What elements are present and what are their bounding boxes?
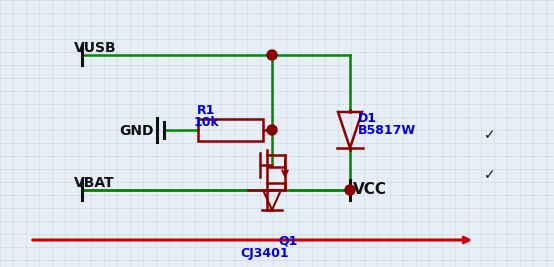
Circle shape [267, 50, 277, 60]
Text: CJ3401: CJ3401 [240, 247, 289, 260]
Text: B5817W: B5817W [358, 124, 416, 137]
Text: GND: GND [119, 124, 153, 138]
Circle shape [345, 185, 355, 195]
Circle shape [267, 125, 277, 135]
Text: ✓: ✓ [484, 168, 496, 182]
Text: 10k: 10k [193, 116, 219, 129]
Text: ✓: ✓ [484, 128, 496, 142]
Text: R1: R1 [197, 104, 215, 117]
Text: VBAT: VBAT [74, 176, 115, 190]
Bar [198, 119, 263, 141]
Text: Q1: Q1 [278, 235, 297, 248]
Text: VUSB: VUSB [74, 41, 117, 55]
Text: D1: D1 [358, 112, 377, 125]
Text: VCC: VCC [353, 182, 387, 197]
